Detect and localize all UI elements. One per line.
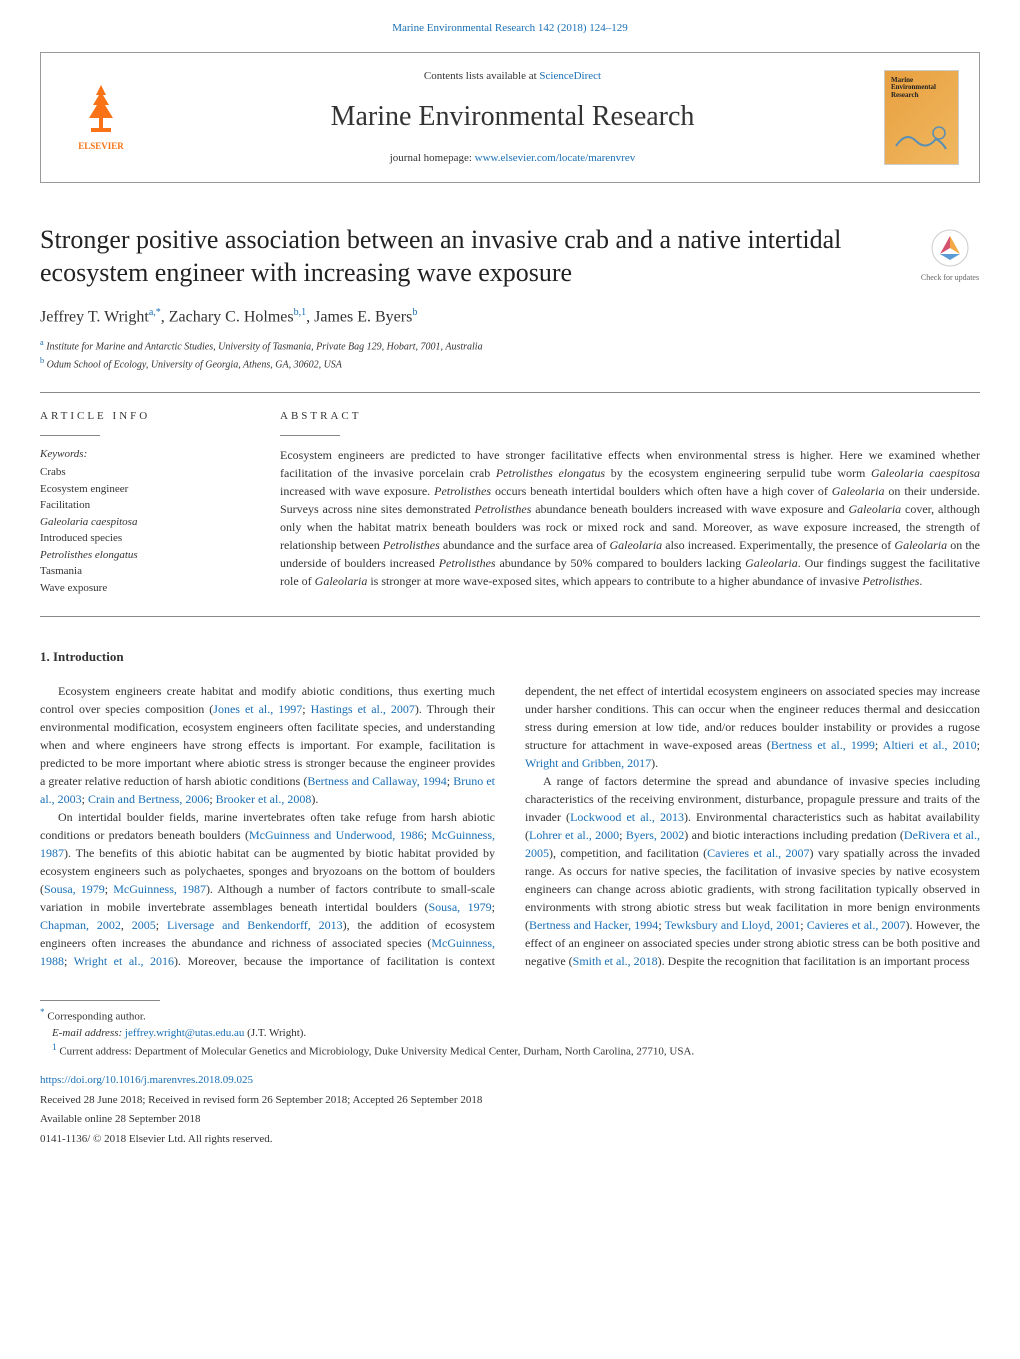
homepage-prefix: journal homepage: bbox=[390, 152, 475, 164]
contents-prefix: Contents lists available at bbox=[424, 70, 539, 82]
keyword-item: Wave exposure bbox=[40, 580, 240, 597]
info-divider bbox=[40, 435, 100, 436]
body-section: 1. Introduction Ecosystem engineers crea… bbox=[40, 647, 980, 970]
email-name: (J.T. Wright). bbox=[244, 1027, 306, 1039]
journal-cover: Marine Environmental Research bbox=[884, 70, 959, 165]
check-updates-label: Check for updates bbox=[920, 272, 980, 284]
abstract-text: Ecosystem engineers are predicted to hav… bbox=[280, 446, 980, 590]
sciencedirect-link[interactable]: ScienceDirect bbox=[539, 70, 601, 82]
available-info: Available online 28 September 2018 bbox=[40, 1111, 980, 1128]
journal-reference: Marine Environmental Research 142 (2018)… bbox=[40, 20, 980, 37]
keywords-list: CrabsEcosystem engineerFacilitationGaleo… bbox=[40, 464, 240, 596]
received-info: Received 28 June 2018; Received in revis… bbox=[40, 1092, 980, 1109]
title-section: Stronger positive association between an… bbox=[40, 223, 980, 373]
copyright-info: 0141-1136/ © 2018 Elsevier Ltd. All righ… bbox=[40, 1131, 980, 1148]
check-updates-icon bbox=[930, 228, 970, 268]
body-paragraph: Ecosystem engineers create habitat and m… bbox=[40, 682, 495, 808]
corresponding-label: Corresponding author. bbox=[47, 1010, 145, 1022]
affiliation-b: Odum School of Ecology, University of Ge… bbox=[47, 359, 342, 370]
keyword-item: Crabs bbox=[40, 464, 240, 481]
body-paragraph: A range of factors determine the spread … bbox=[525, 772, 980, 970]
keyword-item: Ecosystem engineer bbox=[40, 481, 240, 498]
section-heading: 1. Introduction bbox=[40, 647, 980, 667]
publisher-name: ELSEVIER bbox=[78, 140, 124, 154]
keyword-item: Facilitation bbox=[40, 497, 240, 514]
authors: Jeffrey T. Wrighta,*, Zachary C. Holmesb… bbox=[40, 305, 980, 329]
journal-name: Marine Environmental Research bbox=[141, 96, 884, 138]
keyword-item: Petrolisthes elongatus bbox=[40, 547, 240, 564]
homepage-link[interactable]: www.elsevier.com/locate/marenvrev bbox=[475, 152, 636, 164]
keyword-item: Introduced species bbox=[40, 530, 240, 547]
elsevier-tree-icon bbox=[71, 80, 131, 140]
abstract: ABSTRACT Ecosystem engineers are predict… bbox=[280, 408, 980, 596]
doi-link[interactable]: https://doi.org/10.1016/j.marenvres.2018… bbox=[40, 1072, 980, 1089]
keyword-item: Tasmania bbox=[40, 563, 240, 580]
check-updates-badge[interactable]: Check for updates bbox=[920, 228, 980, 298]
header-center: Contents lists available at ScienceDirec… bbox=[141, 68, 884, 167]
affiliations: a Institute for Marine and Antarctic Stu… bbox=[40, 337, 980, 372]
affiliation-a: Institute for Marine and Antarctic Studi… bbox=[46, 342, 482, 353]
keywords-label: Keywords: bbox=[40, 446, 240, 463]
publisher-logo: ELSEVIER bbox=[61, 72, 141, 162]
journal-ref-link[interactable]: Marine Environmental Research 142 (2018)… bbox=[392, 22, 628, 34]
info-heading: ARTICLE INFO bbox=[40, 408, 240, 425]
divider bbox=[40, 392, 980, 393]
article-info: ARTICLE INFO Keywords: CrabsEcosystem en… bbox=[40, 408, 240, 596]
info-abstract-row: ARTICLE INFO Keywords: CrabsEcosystem en… bbox=[40, 408, 980, 596]
cover-wave-icon bbox=[891, 121, 951, 156]
email-label: E-mail address: bbox=[52, 1027, 125, 1039]
footnote-1: Current address: Department of Molecular… bbox=[59, 1046, 694, 1058]
footer-divider bbox=[40, 1000, 160, 1001]
article-title: Stronger positive association between an… bbox=[40, 223, 980, 291]
footer: * Corresponding author. E-mail address: … bbox=[40, 1000, 980, 1148]
abstract-heading: ABSTRACT bbox=[280, 408, 980, 425]
homepage-line: journal homepage: www.elsevier.com/locat… bbox=[141, 150, 884, 167]
keyword-item: Galeolaria caespitosa bbox=[40, 514, 240, 531]
body-columns: Ecosystem engineers create habitat and m… bbox=[40, 682, 980, 970]
email-link[interactable]: jeffrey.wright@utas.edu.au bbox=[125, 1027, 244, 1039]
abstract-divider bbox=[280, 435, 340, 436]
divider bbox=[40, 616, 980, 617]
cover-title: Marine Environmental Research bbox=[891, 77, 952, 100]
header-box: ELSEVIER Contents lists available at Sci… bbox=[40, 52, 980, 183]
contents-line: Contents lists available at ScienceDirec… bbox=[141, 68, 884, 85]
